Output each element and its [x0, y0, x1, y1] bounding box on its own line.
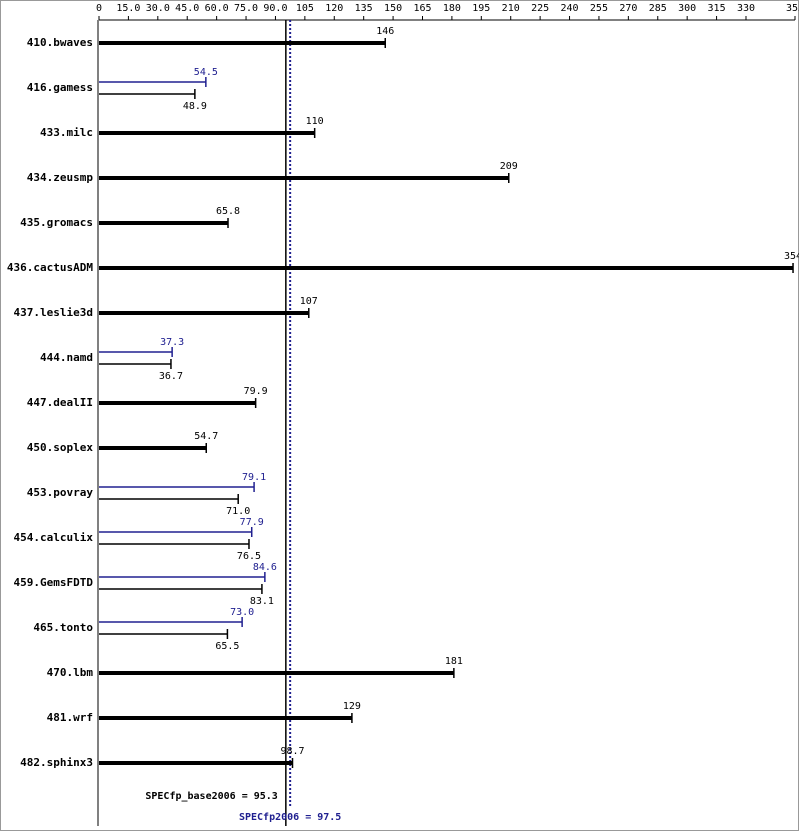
x-tick-label: 225 — [531, 3, 549, 14]
value-label: 107 — [300, 296, 318, 307]
category-label: 459.GemsFDTD — [14, 576, 94, 589]
x-tick-label: 300 — [678, 3, 696, 14]
x-tick-label: 135 — [355, 3, 373, 14]
reference-label: SPECfp2006 = 97.5 — [239, 812, 341, 823]
value-label: 110 — [306, 116, 324, 127]
category-label: 444.namd — [40, 351, 93, 364]
value-label: 76.5 — [237, 551, 261, 562]
category-label: 416.gamess — [27, 81, 93, 94]
value-label: 36.7 — [159, 371, 183, 382]
category-label: 454.calculix — [14, 531, 94, 544]
category-label: 437.leslie3d — [14, 306, 93, 319]
category-label: 482.sphinx3 — [20, 756, 93, 769]
category-label: 435.gromacs — [20, 216, 93, 229]
value-label: 65.8 — [216, 206, 240, 217]
x-tick-label: 210 — [502, 3, 520, 14]
x-tick-label: 75.0 — [234, 3, 258, 14]
category-label: 453.povray — [27, 486, 94, 499]
x-tick-label: 0 — [96, 3, 102, 14]
value-label: 71.0 — [226, 506, 250, 517]
x-tick-label: 180 — [443, 3, 461, 14]
value-label: 79.9 — [244, 386, 268, 397]
x-tick-label: 165 — [413, 3, 431, 14]
value-label: 146 — [376, 26, 394, 37]
x-tick-label: 285 — [649, 3, 667, 14]
value-label: 77.9 — [240, 517, 264, 528]
x-tick-label: 315 — [708, 3, 726, 14]
value-label: 129 — [343, 701, 361, 712]
category-label: 450.soplex — [27, 441, 94, 454]
value-label: 48.9 — [183, 101, 207, 112]
value-label: 83.1 — [250, 596, 274, 607]
x-tick-label: 270 — [619, 3, 637, 14]
x-tick-label: 60.0 — [205, 3, 229, 14]
x-tick-label: 255 — [590, 3, 608, 14]
value-label: 354 — [784, 251, 799, 262]
value-label: 84.6 — [253, 562, 277, 573]
value-label: 65.5 — [215, 641, 239, 652]
x-tick-label: 30.0 — [146, 3, 170, 14]
value-label: 54.5 — [194, 67, 218, 78]
category-label: 447.dealII — [27, 396, 93, 409]
category-label: 436.cactusADM — [7, 261, 93, 274]
x-tick-label: 330 — [737, 3, 755, 14]
category-label: 410.bwaves — [27, 36, 93, 49]
value-label: 54.7 — [194, 431, 218, 442]
category-label: 433.milc — [40, 126, 93, 139]
value-label: 98.7 — [280, 746, 304, 757]
x-tick-label: 45.0 — [175, 3, 199, 14]
value-label: 209 — [500, 161, 518, 172]
value-label: 37.3 — [160, 337, 184, 348]
value-label: 73.0 — [230, 607, 254, 618]
reference-label: SPECfp_base2006 = 95.3 — [145, 791, 277, 802]
x-tick-label: 150 — [384, 3, 402, 14]
value-label: 79.1 — [242, 472, 266, 483]
category-label: 434.zeusmp — [27, 171, 94, 184]
x-tick-label: 105 — [296, 3, 314, 14]
value-label: 181 — [445, 656, 463, 667]
x-tick-label: 15.0 — [116, 3, 140, 14]
x-tick-label: 355 — [786, 3, 799, 14]
x-tick-label: 120 — [325, 3, 343, 14]
x-tick-label: 195 — [472, 3, 490, 14]
x-tick-label: 90.0 — [263, 3, 287, 14]
category-label: 470.lbm — [47, 666, 94, 679]
x-tick-label: 240 — [561, 3, 579, 14]
category-label: 481.wrf — [47, 711, 93, 724]
category-label: 465.tonto — [33, 621, 93, 634]
